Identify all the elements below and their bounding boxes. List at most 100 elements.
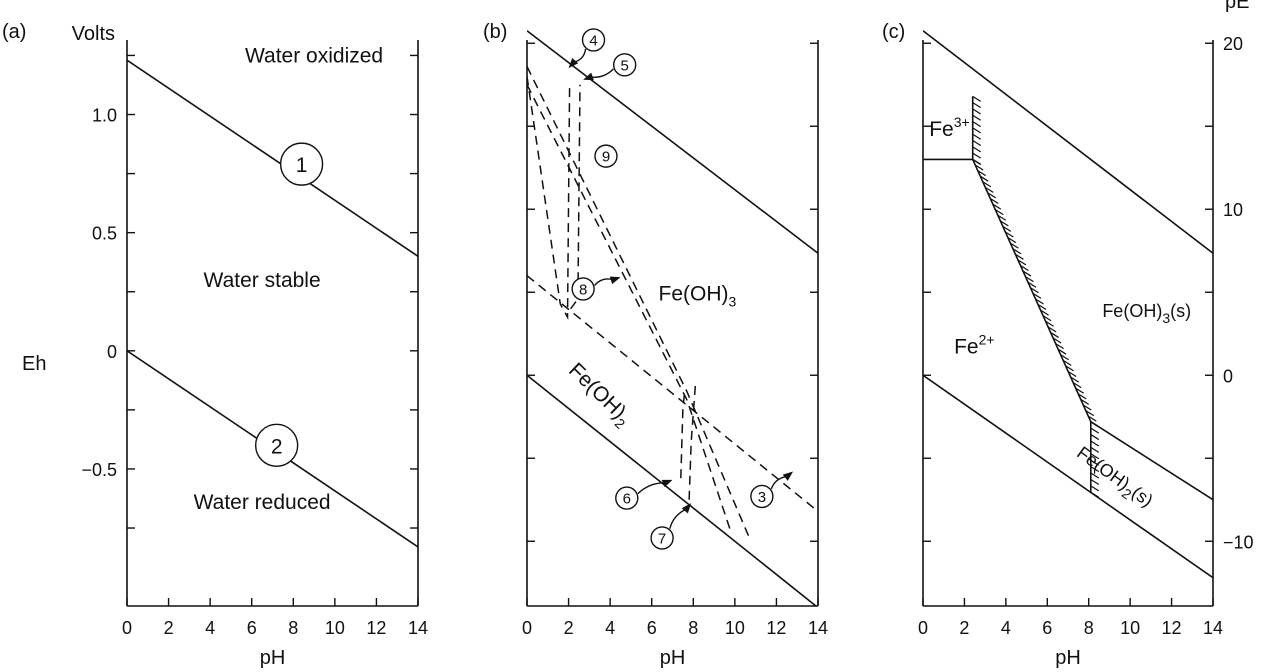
hatch-mark [1082,404,1092,411]
series-marker-label: 2 [271,435,283,458]
hatch-mark [984,186,994,193]
marker-circle [612,53,637,77]
chart-panel-1: (a)0 2 4 6 8 10 12 14pH1.00.50−0.5EhVolts12Wate… [2,21,428,669]
x-tick-label: 0 [918,618,928,638]
hatch-mark [1075,387,1085,394]
hatch-mark [1007,237,1017,244]
y-axis-label: pE [1225,0,1249,13]
marker-circle [750,484,774,509]
hatch-mark [1030,287,1039,294]
hatch-mark [972,121,982,128]
x-tick-label: 6 [647,618,657,638]
series-line-8 [527,66,751,539]
hatch-mark [972,140,982,147]
hatch-mark [972,95,982,102]
hatch-mark [1050,331,1059,338]
hatch-mark [1052,337,1062,344]
region-label: Fe(OH)2 [561,359,636,433]
hatch-mark [1027,281,1037,288]
x-axis-label: pH [1055,647,1081,669]
marker-circle [594,144,618,168]
y-tick-label-right: 10 [1223,200,1243,220]
marker-circle [581,28,606,52]
hatch-mark [1060,354,1069,361]
hatch-mark [1025,276,1034,283]
marker-arrow-line [637,482,666,495]
series-group [527,30,818,606]
hatch-mark [972,146,982,153]
x-tick-label: 12 [1162,618,1182,638]
hatch-mark [1035,298,1044,305]
x-tick-label: 12 [766,618,786,638]
panel-label: (a) [2,21,26,43]
marker-label: 8 [579,281,587,298]
x-tick-label: 12 [366,618,386,638]
hatch-mark [1005,231,1014,238]
hatch-mark [972,108,982,115]
hatch-mark [974,164,984,171]
hatch-mark [1070,376,1080,383]
series-marker-circle [254,423,299,468]
y-tick-label: 0 [107,342,117,362]
region-label: Fe2+ [954,332,994,359]
y-tick-label-right: 0 [1223,366,1233,386]
marker-label: 3 [758,489,766,506]
hatch-mark [1090,440,1100,447]
series-line-1 [127,59,418,257]
x-tick-label: 4 [605,618,615,638]
hatch-mark [1090,478,1100,485]
x-tick-label: 10 [325,618,345,638]
marker-label: 7 [658,530,666,547]
hatch-mark [1090,459,1100,466]
hatch-mark [1017,259,1027,266]
x-axis-label: pH [260,647,286,669]
region-label: Fe3+ [929,114,969,141]
marker-arrowhead [609,276,621,285]
y-tick-label-right: −10 [1223,532,1254,552]
series-line-5 [570,84,581,310]
series-line-7 [688,385,697,500]
hatch-mark [1065,365,1074,372]
x-tick-label: 2 [564,618,574,638]
x-tick-label: 6 [1042,618,1052,638]
hatch-mark [977,170,987,177]
marker-label: 4 [589,32,597,49]
hatch-mark [1090,421,1100,428]
series-marker-circle [279,142,324,186]
x-tick-label: 2 [164,618,174,638]
hatch-mark [995,209,1004,216]
x-tick-label: 14 [1203,618,1223,638]
x-tick-label: 4 [1001,618,1011,638]
x-tick-label: 6 [247,618,257,638]
hatch-mark [987,192,997,199]
hatch-mark [1067,370,1077,378]
marker-arrowhead [782,471,794,481]
marker-circle [571,277,595,301]
y-unit-label: Volts [72,23,115,45]
marker-circle [650,526,674,550]
region-label: Fe(OH)2(s) [1070,442,1157,514]
x-tick-label: 8 [288,618,298,638]
hatch-mark [979,175,989,182]
hatch-mark [989,198,999,205]
marker-arrow-line [590,68,614,78]
hatch-mark [1090,453,1100,460]
hatch-mark [997,214,1007,221]
series-line-9 [527,84,732,532]
series-line-6 [680,388,686,479]
chart-panel-3: (c) 0 2 4 6 8 10 12 14 pH 20 10 0 −10 pE Fe3+ Fe2+ Fe(OH)… [882,0,1254,669]
x-tick-label: 0 [522,618,532,638]
hatch-mark [1090,485,1100,492]
hatch-mark [1045,320,1054,327]
x-tick-label: 14 [808,618,828,638]
hatch-mark [1047,326,1057,333]
hatch-mark [1022,270,1032,277]
hatch-mark [1037,304,1047,311]
series-line-2 [527,374,818,606]
panel-label: (c) [882,21,905,43]
hatch-mark [982,181,992,188]
hatch-mark [1080,398,1090,405]
y-tick-label: 1.0 [92,106,117,126]
hatch-mark [1087,415,1097,422]
marker-arrow-line [594,278,614,286]
